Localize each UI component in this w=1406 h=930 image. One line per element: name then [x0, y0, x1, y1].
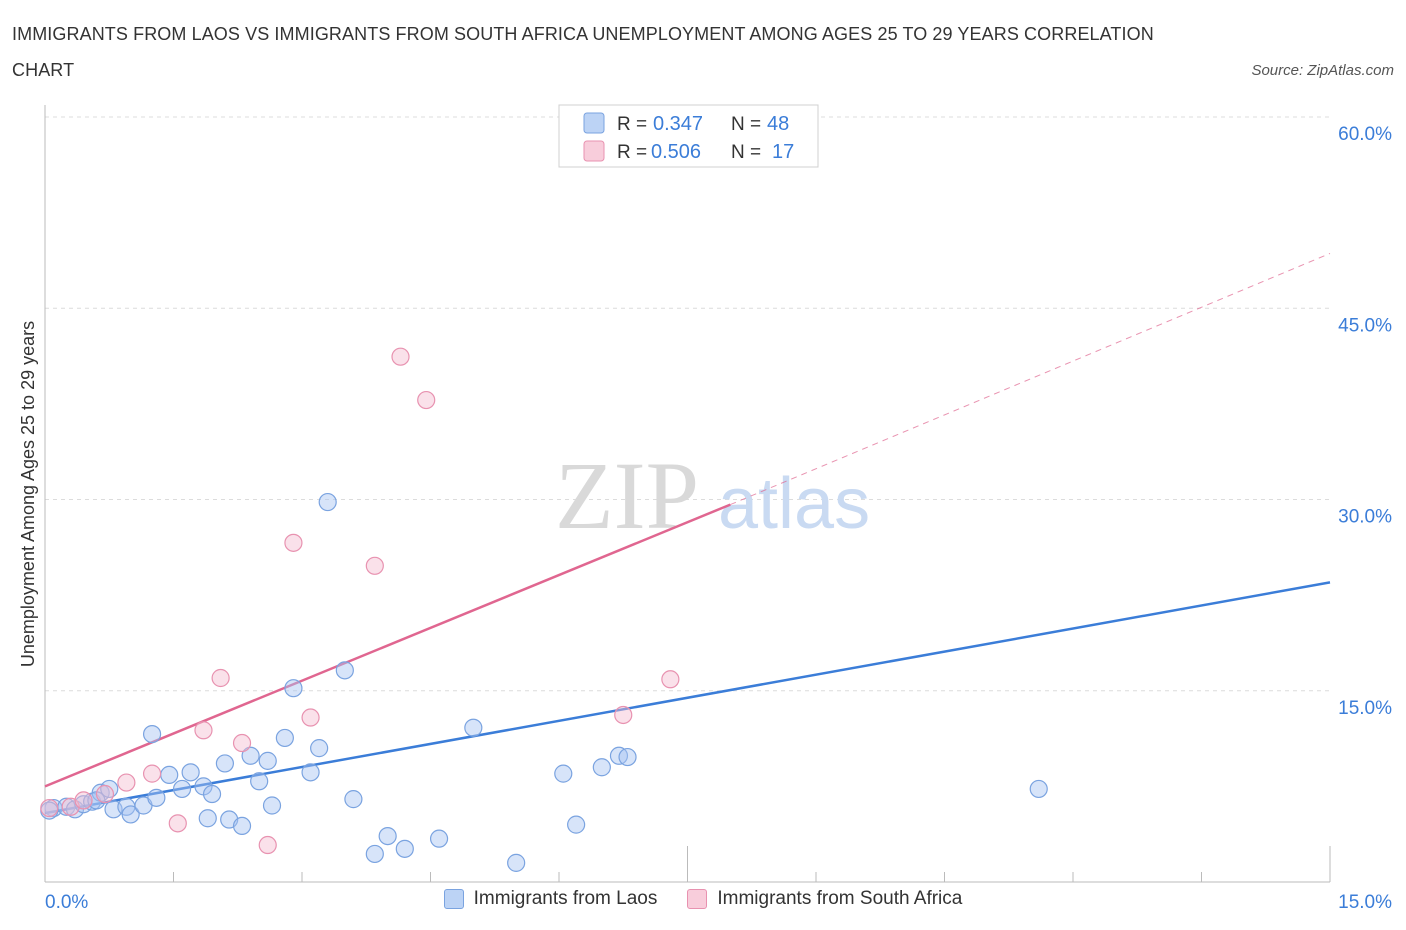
watermark: ZIP atlas — [555, 442, 870, 549]
point-south-africa-9 — [232, 733, 252, 753]
source-credit: Source: ZipAtlas.com — [1251, 62, 1394, 79]
point-laos-39 — [554, 764, 573, 783]
point-south-africa-17 — [614, 705, 633, 725]
legend-label-laos: Immigrants from Laos — [473, 888, 658, 909]
data-points — [40, 142, 1048, 872]
series-legend: Immigrants from Laos Immigrants from Sou… — [0, 888, 1406, 910]
point-south-africa-7 — [194, 721, 213, 740]
y-tick-labels: 15.0% 30.0% 45.0% 60.0% — [1338, 124, 1392, 719]
legend-label-south-africa: Immigrants from South Africa — [717, 888, 963, 909]
stats-r-label-south-africa: R = — [617, 142, 647, 163]
point-laos-34 — [378, 826, 397, 846]
point-south-africa-8 — [211, 668, 230, 688]
y-axis-label: Unemployment Among Ages 25 to 29 years — [18, 321, 38, 667]
point-laos-29 — [310, 739, 329, 758]
trend-line-south-africa — [44, 503, 731, 788]
point-south-africa-3 — [95, 784, 115, 804]
stats-n-label-south-africa: N = — [731, 142, 761, 163]
point-south-africa-0 — [40, 798, 59, 818]
point-south-africa-4 — [117, 773, 136, 792]
point-laos-43 — [618, 747, 637, 767]
point-laos-9 — [121, 805, 140, 824]
y-tick-label-2: 45.0% — [1338, 315, 1392, 336]
legend-item-south-africa: Immigrants from South Africa — [687, 888, 962, 910]
point-laos-38 — [507, 853, 526, 872]
point-south-africa-11 — [284, 533, 303, 552]
point-south-africa-13 — [365, 556, 384, 575]
point-south-africa-16 — [661, 670, 680, 689]
point-south-africa-5 — [142, 764, 162, 783]
point-laos-12 — [142, 724, 162, 744]
stats-swatch-south-africa — [583, 140, 605, 162]
point-laos-40 — [567, 815, 586, 834]
point-laos-13 — [160, 765, 179, 785]
stats-r-value-laos: 0.347 — [653, 113, 703, 135]
legend-item-laos: Immigrants from Laos — [443, 888, 658, 910]
point-south-africa-12 — [301, 708, 320, 727]
point-laos-19 — [215, 754, 234, 773]
point-laos-14 — [172, 779, 192, 799]
y-tick-label-3: 60.0% — [1338, 124, 1392, 145]
point-laos-35 — [395, 839, 414, 858]
point-south-africa-14 — [391, 347, 410, 366]
stats-n-label-laos: N = — [731, 114, 761, 135]
stats-r-label-laos: R = — [617, 114, 647, 135]
point-laos-23 — [250, 772, 269, 791]
y-tick-label-1: 30.0% — [1338, 507, 1392, 528]
grid-lines — [45, 116, 1330, 692]
y-tick-label-0: 15.0% — [1338, 698, 1392, 719]
point-laos-28 — [301, 763, 320, 782]
point-south-africa-2 — [74, 791, 93, 810]
point-laos-21 — [232, 816, 252, 836]
point-laos-11 — [147, 788, 166, 807]
legend-swatch-laos — [443, 889, 464, 909]
point-laos-15 — [181, 763, 200, 782]
trend-line-laos — [44, 581, 1331, 815]
stats-swatch-laos — [583, 112, 605, 134]
legend-swatch-south-africa — [687, 889, 708, 909]
stats-legend-box: R = 0.347 N = 48 R = 0.506 N = 17 — [558, 104, 819, 168]
point-laos-36 — [429, 829, 449, 848]
watermark-zip: ZIP — [555, 442, 699, 549]
trend-line-extension-south-africa — [730, 252, 1331, 506]
point-south-africa-6 — [168, 814, 187, 833]
stats-n-value-laos: 48 — [767, 113, 789, 135]
svg-text:R =: R = — [617, 114, 647, 135]
chart-title: IMMIGRANTS FROM LAOS VS IMMIGRANTS FROM … — [12, 24, 1154, 80]
point-laos-30 — [318, 492, 337, 512]
stats-r-value-south-africa: 0.506 — [651, 141, 701, 163]
point-laos-41 — [592, 758, 611, 777]
x-tick-labels: 0.0% 15.0% — [45, 892, 1392, 913]
point-laos-37 — [464, 718, 483, 737]
point-laos-17 — [198, 809, 217, 828]
point-laos-25 — [262, 796, 282, 815]
point-south-africa-10 — [258, 835, 277, 855]
point-laos-45 — [1029, 779, 1048, 799]
x-tick-label-min: 0.0% — [45, 892, 88, 913]
stats-n-value-south-africa: 17 — [772, 141, 794, 163]
point-south-africa-15 — [417, 390, 436, 410]
point-laos-26 — [275, 728, 294, 748]
point-laos-18 — [202, 784, 222, 804]
point-laos-27 — [284, 679, 303, 698]
point-laos-22 — [241, 746, 260, 765]
point-laos-32 — [344, 790, 363, 809]
axes — [44, 105, 1331, 883]
point-laos-33 — [365, 844, 384, 864]
point-laos-31 — [335, 661, 354, 680]
watermark-atlas: atlas — [718, 464, 870, 544]
x-tick-label-max: 15.0% — [1338, 892, 1392, 913]
point-laos-24 — [258, 751, 277, 770]
